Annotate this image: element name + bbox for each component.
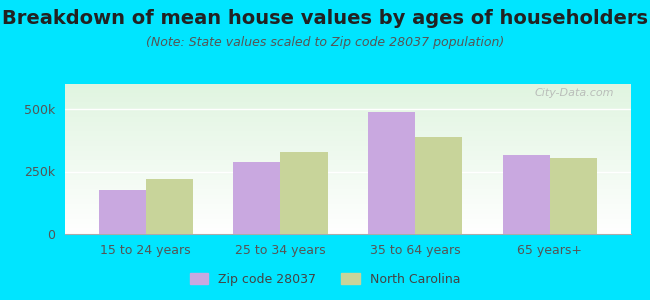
Text: (Note: State values scaled to Zip code 28037 population): (Note: State values scaled to Zip code 2… [146,36,504,49]
Legend: Zip code 28037, North Carolina: Zip code 28037, North Carolina [185,268,465,291]
Bar [99,190,146,234]
Bar [368,112,415,234]
Bar [233,161,280,234]
Bar [415,136,462,234]
Bar [280,152,328,234]
Bar [146,179,193,234]
Text: Breakdown of mean house values by ages of householders: Breakdown of mean house values by ages o… [2,9,648,28]
Text: City-Data.com: City-Data.com [534,88,614,98]
Bar [502,155,550,234]
Bar [550,158,597,234]
